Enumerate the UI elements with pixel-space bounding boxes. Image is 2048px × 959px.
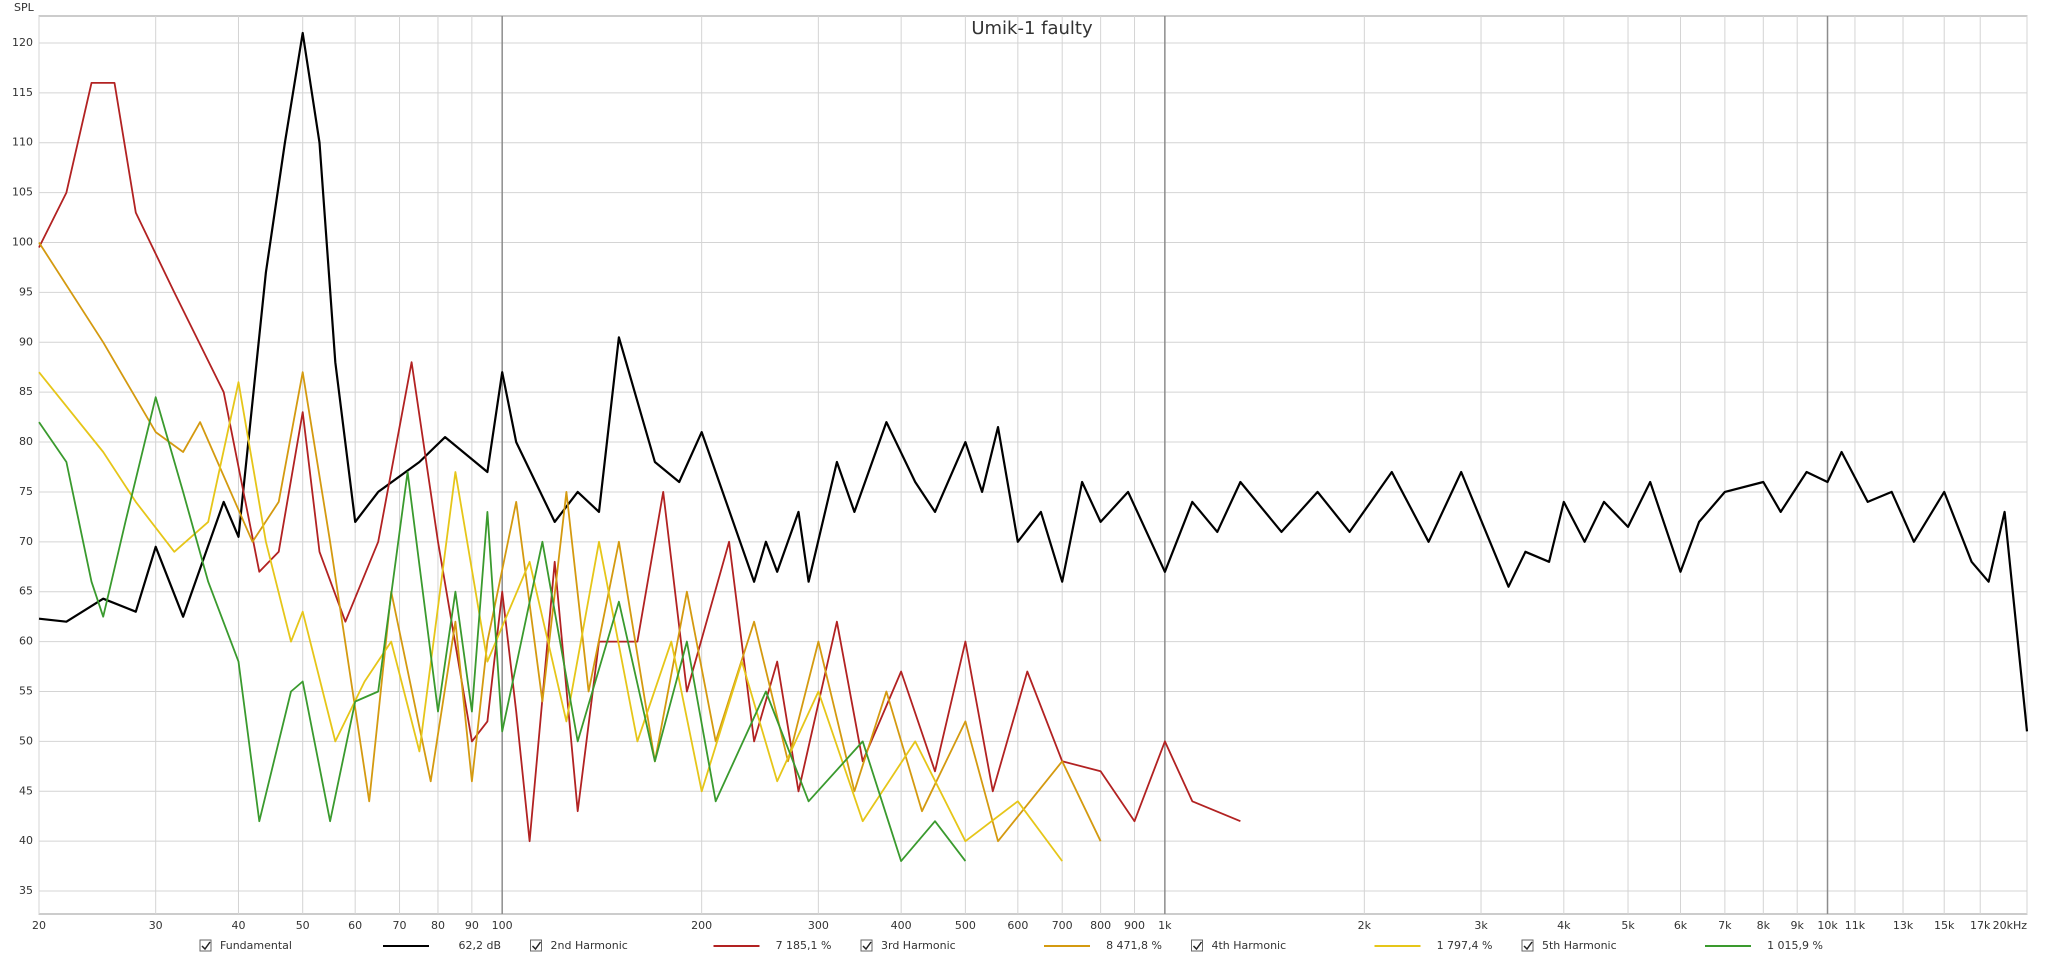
y-tick-label: 75 xyxy=(19,485,33,498)
y-tick-label: 110 xyxy=(12,136,33,149)
x-tick-label: 700 xyxy=(1052,919,1073,932)
x-tick-label: 300 xyxy=(808,919,829,932)
series-line xyxy=(38,82,1241,843)
legend-checkbox[interactable] xyxy=(1191,939,1203,952)
legend-label: 3rd Harmonic xyxy=(881,939,956,952)
x-tick-label: 2k xyxy=(1358,919,1372,932)
legend-checkbox[interactable] xyxy=(530,939,542,952)
legend-label: 2nd Harmonic xyxy=(551,939,628,952)
legend-checkmark xyxy=(1523,941,1533,951)
x-tick-label: 11k xyxy=(1845,919,1866,932)
x-tick-label: 500 xyxy=(955,919,976,932)
x-tick-label: 17k xyxy=(1970,919,1991,932)
legend-checkbox[interactable] xyxy=(860,939,873,952)
x-tick-label: 40 xyxy=(231,919,245,932)
x-tick-label: 70 xyxy=(393,919,407,932)
y-tick-label: 90 xyxy=(19,335,33,348)
y-tick-label: 115 xyxy=(12,86,33,99)
y-tick-label: 85 xyxy=(19,385,33,398)
x-tick-label: 6k xyxy=(1674,919,1688,932)
y-tick-label: 50 xyxy=(19,734,33,747)
x-tick-label: 4k xyxy=(1557,919,1571,932)
y-tick-label: 65 xyxy=(19,585,33,598)
legend-label: 4th Harmonic xyxy=(1212,939,1287,952)
legend-readout: 8 471,8 % xyxy=(1106,939,1162,952)
x-tick-label: 900 xyxy=(1124,919,1145,932)
legend-checkbox[interactable] xyxy=(1521,939,1534,952)
legend-checkmark xyxy=(1192,941,1203,951)
x-tick-label: 800 xyxy=(1090,919,1111,932)
plot-area xyxy=(38,15,2028,915)
series-line xyxy=(38,396,967,862)
y-tick-label: 95 xyxy=(19,285,33,298)
legend: Fundamental 62,2 dB 2nd Harmonic 7 185,1 % 3… xyxy=(199,939,1823,952)
y-tick-label: 55 xyxy=(19,684,33,697)
x-tick-label: 30 xyxy=(149,919,163,932)
legend-readout: 62,2 dB xyxy=(458,939,501,952)
y-axis-label: SPL xyxy=(14,1,35,14)
x-tick-label: 10k xyxy=(1817,919,1838,932)
x-tick-label: 20 xyxy=(32,919,46,932)
y-tick-label: 105 xyxy=(12,186,33,199)
y-tick-label: 100 xyxy=(12,235,33,248)
x-tick-label: 7k xyxy=(1718,919,1732,932)
y-tick-label: 120 xyxy=(12,36,33,49)
x-tick-label: 100 xyxy=(492,919,513,932)
legend-label: 5th Harmonic xyxy=(1542,939,1617,952)
lines xyxy=(38,31,2029,862)
y-tick-label: 35 xyxy=(19,884,33,897)
y-tick-label: 80 xyxy=(19,435,33,448)
x-tick-label: 5k xyxy=(1621,919,1635,932)
x-tick-label: 15k xyxy=(1934,919,1955,932)
series-line xyxy=(38,31,2029,732)
x-tick-label: 200 xyxy=(691,919,712,932)
y-tick-label: 60 xyxy=(19,635,33,648)
chart-title: Umik-1 faulty xyxy=(971,18,1093,39)
legend-checkmark xyxy=(862,941,872,951)
x-tick-label: 20kHz xyxy=(1993,919,2028,932)
x-tick-label: 400 xyxy=(891,919,912,932)
y-tick-label: 40 xyxy=(19,834,33,847)
legend-readout: 1 015,9 % xyxy=(1767,939,1823,952)
labels: 35 40 45 50 55 60 65 70 75 80 85 90 95 100 105 110 115 12… xyxy=(12,36,2027,932)
x-tick-label: 80 xyxy=(431,919,445,932)
x-tick-label: 50 xyxy=(296,919,310,932)
x-tick-label: 90 xyxy=(465,919,479,932)
series-line xyxy=(38,242,1102,843)
x-tick-label: 60 xyxy=(348,919,362,932)
legend-checkmark xyxy=(531,941,542,951)
x-tick-label: 600 xyxy=(1007,919,1028,932)
y-tick-label: 45 xyxy=(19,784,33,797)
x-tick-label: 9k xyxy=(1791,919,1805,932)
legend-checkmark xyxy=(201,941,211,951)
legend-checkbox[interactable] xyxy=(199,939,212,952)
y-tick-label: 70 xyxy=(19,535,33,548)
x-tick-label: 1k xyxy=(1158,919,1172,932)
x-tick-label: 8k xyxy=(1757,919,1771,932)
x-tick-label: 13k xyxy=(1893,919,1914,932)
series-line xyxy=(38,371,1063,862)
legend-label: Fundamental xyxy=(220,939,292,952)
legend-readout: 7 185,1 % xyxy=(776,939,832,952)
legend-readout: 1 797,4 % xyxy=(1437,939,1493,952)
x-tick-label: 3k xyxy=(1474,919,1488,932)
